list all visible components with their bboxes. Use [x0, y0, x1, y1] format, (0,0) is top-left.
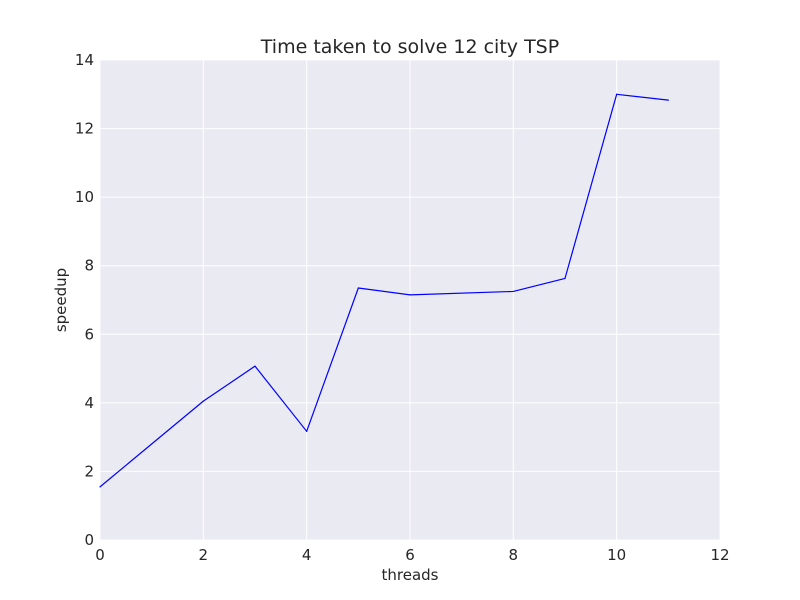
x-tick-label-6: 12 [710, 546, 729, 564]
y-tick-label-5: 10 [75, 188, 94, 206]
y-tick-label-0: 0 [84, 531, 94, 549]
data-point-0-2 [254, 365, 256, 367]
x-tick-label-2: 4 [302, 546, 312, 564]
y-tick-label-7: 14 [75, 51, 94, 69]
y-axis-label: speedup [52, 268, 70, 332]
data-point-0-7 [564, 277, 566, 279]
data-point-0-1 [202, 400, 204, 402]
x-axis-ticks: 0 2 4 6 8 10 12 [95, 546, 729, 564]
x-tick-label-5: 10 [607, 546, 626, 564]
x-tick-label-3: 6 [405, 546, 415, 564]
y-tick-label-3: 6 [84, 325, 94, 343]
chart-title: Time taken to solve 12 city TSP [260, 36, 559, 58]
x-axis-label: threads [382, 566, 439, 584]
y-axis-ticks: 0 2 4 6 8 10 12 14 [75, 51, 94, 549]
data-point-0-4 [357, 287, 359, 289]
data-point-0-5 [409, 294, 411, 296]
data-point-0-9 [667, 99, 669, 101]
data-point-0-8 [616, 93, 618, 95]
data-point-0-3 [306, 430, 308, 432]
grid-lines [99, 59, 721, 541]
y-tick-label-4: 8 [84, 257, 94, 275]
data-point-0-0 [99, 486, 101, 488]
data-point-0-6 [512, 290, 514, 293]
x-tick-label-0: 0 [95, 546, 105, 564]
y-tick-label-2: 4 [84, 394, 94, 412]
x-tick-label-1: 2 [199, 546, 209, 564]
series-layer [99, 93, 669, 488]
y-tick-label-1: 2 [84, 462, 94, 480]
x-tick-label-4: 8 [509, 546, 519, 564]
series-line-0 [99, 93, 669, 488]
y-tick-label-6: 12 [75, 120, 94, 138]
